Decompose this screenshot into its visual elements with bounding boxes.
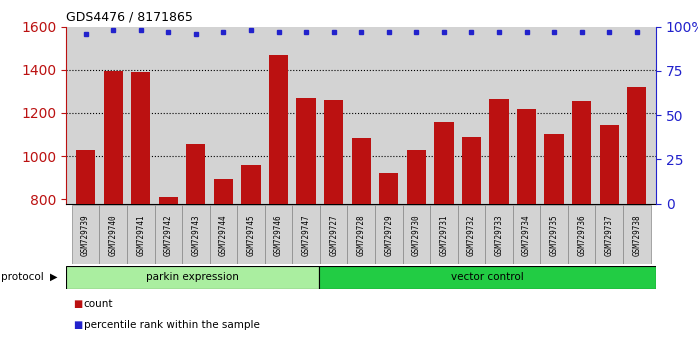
Bar xyxy=(375,205,403,264)
Bar xyxy=(485,205,513,264)
Bar xyxy=(265,205,292,264)
Bar xyxy=(348,205,375,264)
Text: GSM729738: GSM729738 xyxy=(632,214,641,256)
Bar xyxy=(544,135,564,354)
Text: GSM729729: GSM729729 xyxy=(385,214,393,256)
Text: GSM729736: GSM729736 xyxy=(577,214,586,256)
Text: GSM729744: GSM729744 xyxy=(219,214,228,256)
Text: GSM729740: GSM729740 xyxy=(109,214,118,256)
Text: vector control: vector control xyxy=(451,272,524,282)
Bar xyxy=(623,205,651,264)
Text: GSM729728: GSM729728 xyxy=(357,214,366,256)
Bar xyxy=(99,205,127,264)
Bar xyxy=(324,100,343,354)
Bar xyxy=(628,87,646,354)
Bar xyxy=(131,72,150,354)
Bar xyxy=(430,205,458,264)
Bar xyxy=(72,205,99,264)
Bar xyxy=(76,150,95,354)
Bar xyxy=(103,71,123,354)
Bar xyxy=(242,165,260,354)
Bar xyxy=(489,99,509,354)
Bar xyxy=(269,55,288,354)
Text: GSM729727: GSM729727 xyxy=(329,214,338,256)
Bar xyxy=(237,205,265,264)
Bar xyxy=(154,205,182,264)
Text: ■: ■ xyxy=(73,299,82,309)
Bar xyxy=(209,205,237,264)
Text: GSM729737: GSM729737 xyxy=(604,214,614,256)
Text: GSM729732: GSM729732 xyxy=(467,214,476,256)
Bar xyxy=(517,109,536,354)
Bar xyxy=(595,205,623,264)
Bar xyxy=(600,125,619,354)
Bar xyxy=(292,205,320,264)
Bar xyxy=(319,266,656,289)
Bar xyxy=(297,98,315,354)
Bar xyxy=(568,205,595,264)
Text: count: count xyxy=(84,299,113,309)
Text: GSM729731: GSM729731 xyxy=(440,214,448,256)
Text: ▶: ▶ xyxy=(50,272,58,282)
Text: GDS4476 / 8171865: GDS4476 / 8171865 xyxy=(66,11,193,24)
Bar xyxy=(158,197,178,354)
Text: percentile rank within the sample: percentile rank within the sample xyxy=(84,320,260,330)
Bar xyxy=(186,144,205,354)
Bar xyxy=(572,101,591,354)
Text: GSM729741: GSM729741 xyxy=(136,214,145,256)
Text: parkin expression: parkin expression xyxy=(147,272,239,282)
Bar xyxy=(214,179,233,354)
Bar xyxy=(352,138,371,354)
Bar xyxy=(513,205,540,264)
Bar xyxy=(66,266,319,289)
Bar xyxy=(458,205,485,264)
Text: GSM729743: GSM729743 xyxy=(191,214,200,256)
Bar xyxy=(379,173,399,354)
Bar xyxy=(127,205,154,264)
Text: protocol: protocol xyxy=(1,272,44,282)
Bar xyxy=(182,205,209,264)
Text: GSM729745: GSM729745 xyxy=(246,214,255,256)
Bar xyxy=(320,205,348,264)
Text: GSM729746: GSM729746 xyxy=(274,214,283,256)
Bar xyxy=(403,205,430,264)
Bar xyxy=(540,205,568,264)
Text: GSM729739: GSM729739 xyxy=(81,214,90,256)
Text: GSM729735: GSM729735 xyxy=(549,214,558,256)
Text: GSM729742: GSM729742 xyxy=(164,214,173,256)
Bar xyxy=(407,150,426,354)
Bar xyxy=(462,137,481,354)
Text: GSM729734: GSM729734 xyxy=(522,214,531,256)
Bar xyxy=(434,121,454,354)
Text: GSM729730: GSM729730 xyxy=(412,214,421,256)
Text: GSM729747: GSM729747 xyxy=(302,214,311,256)
Text: GSM729733: GSM729733 xyxy=(494,214,503,256)
Text: ■: ■ xyxy=(73,320,82,330)
